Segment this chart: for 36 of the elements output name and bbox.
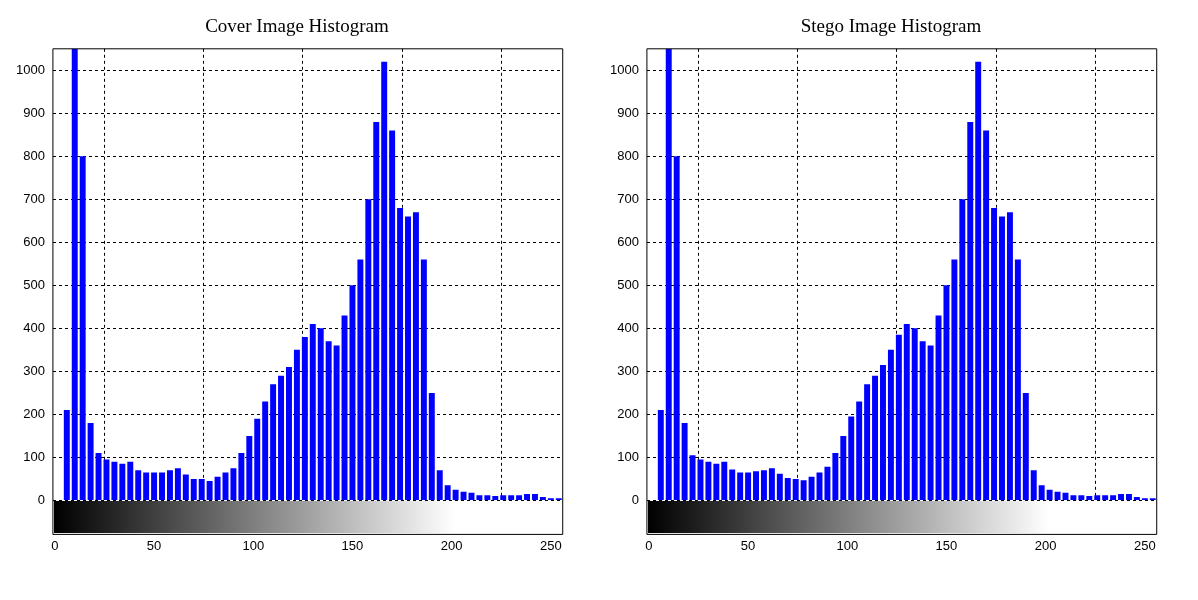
- y-tick-label: 100: [617, 448, 639, 464]
- y-tick-label: 900: [23, 104, 45, 120]
- y-tick-label: 800: [23, 147, 45, 163]
- y-tick-label: 900: [617, 104, 639, 120]
- y-tick-label: 1000: [610, 61, 639, 77]
- y-tick-label: 400: [23, 319, 45, 335]
- x-tick-label: 250: [539, 537, 562, 553]
- chart-title: Stego Image Histogram: [800, 15, 982, 37]
- y-tick-label: 1000: [16, 61, 45, 77]
- x-tick-label: 150: [935, 537, 958, 553]
- y-tick-label: 400: [617, 319, 639, 335]
- x-tick-label: 250: [1133, 537, 1156, 553]
- y-tick-label: 200: [23, 405, 45, 421]
- chart-title: Cover Image Histogram: [205, 15, 390, 37]
- y-tick-label: 0: [37, 491, 45, 507]
- x-tick-label: 100: [242, 537, 265, 553]
- y-tick-label: 700: [23, 190, 45, 206]
- x-tick-label: 100: [836, 537, 859, 553]
- y-tick-label: 500: [23, 276, 45, 292]
- x-tick-label: 200: [1034, 537, 1057, 553]
- y-tick-label: 300: [617, 362, 639, 378]
- y-tick-label: 600: [617, 233, 639, 249]
- x-tick-label: 50: [146, 537, 162, 553]
- x-tick-label: 50: [740, 537, 756, 553]
- y-tick-label: 100: [23, 448, 45, 464]
- x-tick-label: 200: [440, 537, 463, 553]
- y-tick-label: 600: [23, 233, 45, 249]
- y-tick-label: 800: [617, 147, 639, 163]
- x-tick-label: 0: [51, 537, 59, 553]
- y-tick-label: 300: [23, 362, 45, 378]
- x-tick-label: 150: [341, 537, 364, 553]
- x-tick-label: 0: [645, 537, 653, 553]
- y-tick-label: 0: [631, 491, 639, 507]
- y-tick-label: 200: [617, 405, 639, 421]
- y-tick-label: 700: [617, 190, 639, 206]
- y-tick-label: 500: [617, 276, 639, 292]
